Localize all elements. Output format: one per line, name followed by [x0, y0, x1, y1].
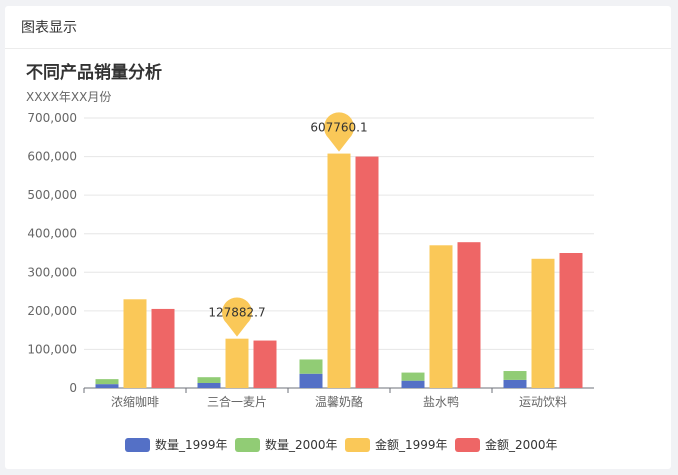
bar-金额_1999年[interactable] — [327, 153, 351, 388]
bar-金额_2000年[interactable] — [151, 308, 175, 388]
bar-金额_2000年[interactable] — [253, 340, 277, 388]
bar-数量_1999年[interactable] — [401, 380, 425, 388]
y-tick-label: 0 — [69, 381, 77, 395]
y-tick-label: 500,000 — [27, 188, 77, 202]
bar-数量_1999年[interactable] — [197, 382, 221, 388]
x-tick-label: 运动饮料 — [519, 395, 567, 409]
legend-label[interactable]: 数量_2000年 — [265, 437, 338, 452]
bar-数量_2000年[interactable] — [95, 379, 119, 385]
legend-swatch[interactable] — [235, 438, 260, 452]
legend-swatch[interactable] — [455, 438, 480, 452]
marker-label: 607760.1 — [310, 121, 367, 135]
y-tick-label: 100,000 — [27, 342, 77, 356]
legend-swatch[interactable] — [345, 438, 370, 452]
x-tick-label: 三合一麦片 — [207, 394, 267, 409]
panel-header: 图表显示 — [5, 6, 671, 49]
y-tick-label: 400,000 — [27, 227, 77, 241]
x-tick-label: 盐水鸭 — [423, 395, 459, 409]
bar-数量_2000年[interactable] — [401, 372, 425, 381]
bar-数量_1999年[interactable] — [95, 384, 119, 388]
bar-数量_1999年[interactable] — [299, 373, 323, 388]
bar-金额_1999年[interactable] — [429, 245, 453, 388]
y-tick-label: 700,000 — [27, 111, 77, 125]
x-tick-label: 温馨奶酪 — [315, 394, 363, 409]
y-tick-label: 300,000 — [27, 265, 77, 279]
panel-title: 图表显示 — [21, 20, 77, 36]
bar-金额_1999年[interactable] — [123, 299, 147, 388]
bar-数量_2000年[interactable] — [299, 359, 323, 374]
max-marker-pin[interactable] — [324, 112, 355, 152]
legend-label[interactable]: 金额_1999年 — [375, 437, 448, 452]
y-tick-label: 600,000 — [27, 150, 77, 164]
max-marker-pin[interactable] — [222, 297, 253, 337]
chart-title: 不同产品销量分析 — [26, 62, 162, 83]
bar-金额_2000年[interactable] — [355, 156, 379, 388]
legend-label[interactable]: 数量_1999年 — [155, 437, 228, 452]
chart-subtitle: XXXX年XX月份 — [26, 90, 111, 104]
x-tick-label: 浓缩咖啡 — [111, 394, 159, 409]
bar-数量_2000年[interactable] — [503, 371, 527, 380]
bar-数量_1999年[interactable] — [503, 379, 527, 388]
legend-label[interactable]: 金额_2000年 — [485, 437, 558, 452]
bar-数量_2000年[interactable] — [197, 377, 221, 383]
bar-金额_1999年[interactable] — [531, 258, 555, 388]
marker-label: 127882.7 — [208, 306, 265, 320]
bar-金额_2000年[interactable] — [457, 242, 481, 388]
legend-swatch[interactable] — [125, 438, 150, 452]
bar-金额_2000年[interactable] — [559, 253, 583, 388]
y-tick-label: 200,000 — [27, 304, 77, 318]
bar-金额_1999年[interactable] — [225, 338, 249, 388]
